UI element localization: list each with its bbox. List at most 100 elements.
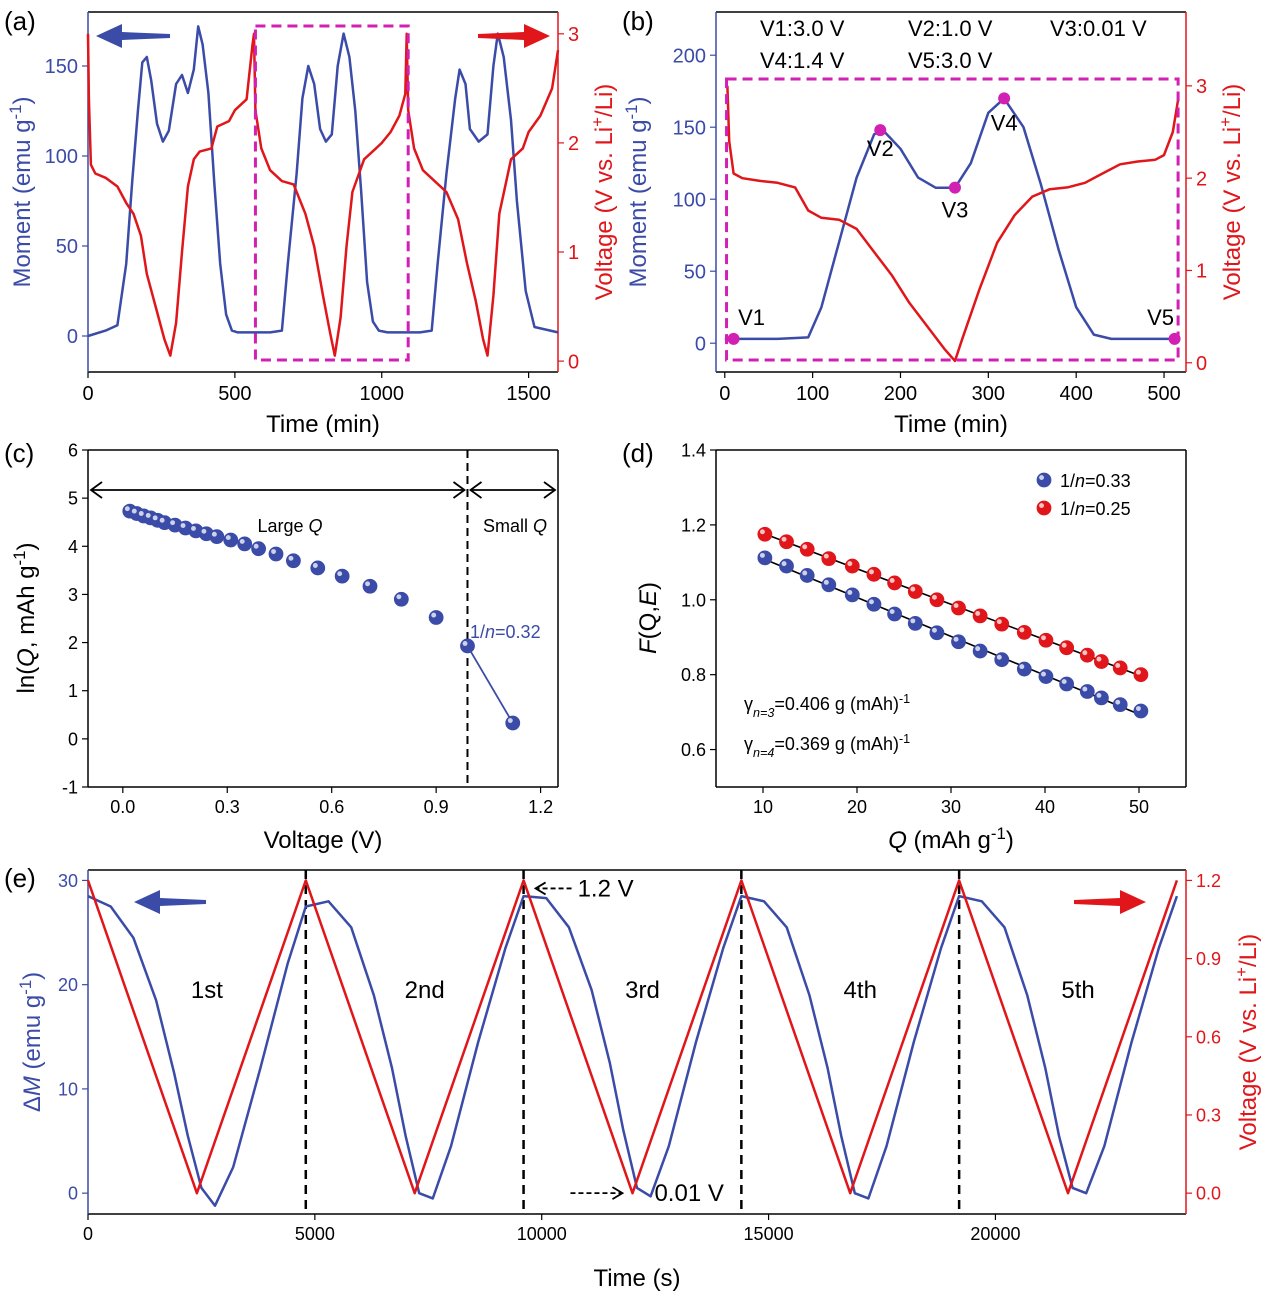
marker-label: V3 [941,198,968,223]
arrow-head [89,481,103,499]
arrow-head [611,1186,625,1200]
data-point-highlight [180,523,186,528]
legend-marker-blue [1036,472,1052,488]
data-point-blue [907,615,923,631]
data-point-blue [821,577,837,593]
data-point-blue [1094,690,1109,706]
data-point-highlight [131,508,137,514]
x-tick-label: 20000 [970,1224,1020,1244]
data-point [251,541,266,557]
annotation-gamma-4: γn=4=0.369 g (mAh)-1 [744,732,910,760]
data-point-red-highlight [932,594,937,600]
series-line-red [726,85,1180,363]
y2-tick-label: 1 [568,242,579,264]
cycle-label: 5th [1061,977,1094,1004]
data-point-blue [1079,684,1095,699]
data-point-red-highlight [847,561,853,567]
x-axis-title: Time (min) [894,411,1008,438]
data-point-red [799,541,815,557]
x-tick-label: 5000 [295,1224,335,1244]
y2-tick-label: 0.3 [1196,1105,1221,1125]
y2-tick-label: 0.0 [1196,1184,1221,1204]
y-tick-label: 2 [68,633,78,653]
data-point-red-highlight [953,603,959,609]
x-tick-label: 0.0 [110,797,135,817]
x-tick-label: 1000 [360,383,405,405]
data-point [393,591,409,607]
y2-tick-label: 2 [1196,168,1207,190]
y-axis-title: ln(Q, mAh g-1) [10,543,41,694]
annotation-slope: 1/n=0.32 [470,622,541,642]
y2-tick-label: 0.6 [1196,1027,1221,1047]
y-tick-label: 150 [45,56,78,78]
data-point-highlight [253,543,259,549]
data-point-blue-highlight [1019,664,1025,670]
data-point-highlight [396,594,402,600]
y-tick-label: 1.4 [681,440,706,460]
y-tick-label: 10 [58,1079,78,1099]
data-point-red [1059,640,1075,656]
legend-marker-red [1036,500,1052,516]
y2-tick-label: 1.2 [1196,871,1221,891]
data-point-blue-highlight [996,654,1002,660]
y-tick-label: 1 [68,681,78,701]
data-point-red [1079,647,1095,663]
y-tick-label: 1.0 [681,590,706,610]
highlight-box [725,77,1180,362]
x-tick-label: 30 [941,797,961,817]
data-point-red [757,526,773,542]
data-point-highlight [507,718,513,723]
legend-marker-blue-highlight [1039,475,1045,480]
x-tick-label: 40 [1035,797,1055,817]
data-point-blue [1016,661,1032,677]
marker-label: V1 [738,305,765,330]
data-point-red [844,558,860,574]
x-tick-label: 20 [847,797,867,817]
cycle-label: 3rd [625,977,660,1004]
y2-tick-label: 0 [568,351,579,373]
x-axis-title: Time (s) [593,1265,680,1292]
y-tick-label: 4 [68,537,78,557]
axis-arrow-right [1074,890,1146,914]
annotation-gamma-3: γn=3=0.406 g (mAh)-1 [744,692,910,720]
data-point-red-highlight [996,619,1002,625]
data-point-blue [1038,669,1054,684]
highlight-box [253,24,410,362]
data-point-blue [844,587,860,603]
data-point [362,578,378,594]
data-point-blue [799,568,815,583]
data-point-red [887,575,902,591]
data-point [268,546,284,562]
data-point-highlight [170,520,176,526]
marker-v4 [998,92,1011,105]
data-point-red [1016,624,1032,640]
data-point-blue [1059,676,1075,692]
cycle-label: 1st [191,977,223,1004]
x-tick-label: 500 [218,383,251,405]
x-tick-label: 0 [719,383,730,405]
x-tick-label: 0 [83,1224,93,1244]
data-point-blue-highlight [910,618,916,624]
data-point-red [1112,660,1128,676]
data-point-red-highlight [975,610,981,616]
x-tick-label: 10 [753,797,773,817]
data-point-highlight [431,612,437,618]
data-point-red-highlight [1096,656,1102,662]
data-point-blue [951,634,966,650]
data-point-blue-highlight [953,636,959,642]
data-point [505,715,521,731]
y-tick-label: 0.6 [681,740,706,760]
marker-label: V4 [991,110,1018,135]
marker-v2 [874,124,887,137]
data-point-highlight [337,571,343,577]
y-tick-label: 50 [684,261,706,283]
data-point [428,610,444,625]
data-point-red [866,566,882,582]
arrow-head [468,481,483,499]
data-point [310,560,326,576]
data-point-red-highlight [1019,627,1025,633]
arrow-head [533,881,547,896]
data-point-blue [887,606,902,622]
data-point-highlight [201,528,207,534]
y-tick-label: 0 [68,729,78,749]
